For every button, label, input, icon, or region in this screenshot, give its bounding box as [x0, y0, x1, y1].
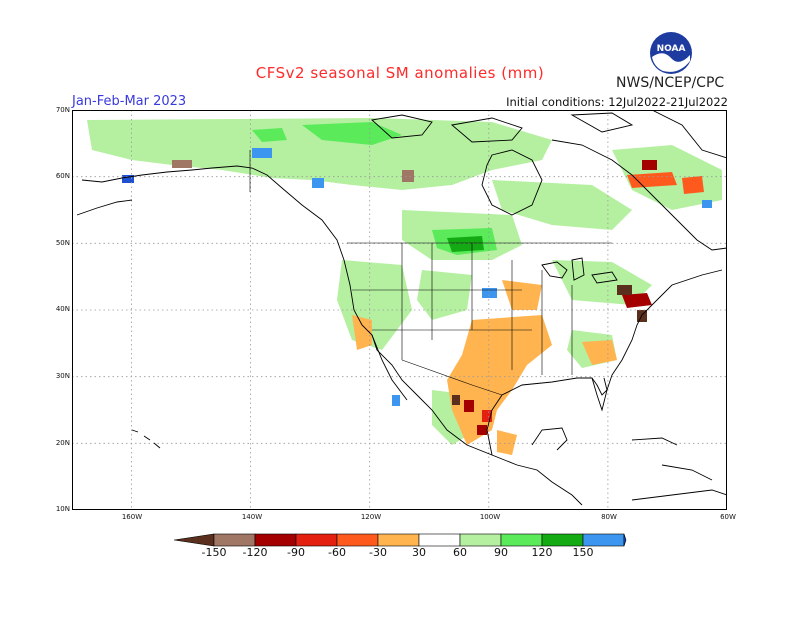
legend-arrow-left — [173, 533, 215, 547]
lat-label: 30N — [55, 372, 70, 380]
lat-label: 10N — [55, 505, 70, 513]
lon-label: 100W — [479, 513, 501, 521]
lat-label: 60N — [55, 172, 70, 180]
lon-label: 80W — [601, 513, 617, 521]
legend-swatch — [500, 533, 543, 547]
legend-swatch — [377, 533, 420, 547]
anomaly-map — [72, 110, 727, 510]
legend-label: 30 — [412, 546, 426, 559]
legend-label: -90 — [287, 546, 305, 559]
lat-label: 50N — [55, 239, 70, 247]
legend-swatch — [418, 533, 461, 547]
map-title: CFSv2 seasonal SM anomalies (mm) — [255, 64, 545, 82]
legend-label: 120 — [531, 546, 553, 559]
lon-label: 120W — [360, 513, 382, 521]
lon-label: 60W — [720, 513, 736, 521]
legend-swatch — [254, 533, 297, 547]
legend-swatch — [541, 533, 584, 547]
legend-swatch — [295, 533, 338, 547]
legend-label: -120 — [242, 546, 268, 559]
lat-label: 20N — [55, 439, 70, 447]
legend-label: 150 — [572, 546, 594, 559]
legend-arrow-right — [623, 533, 627, 547]
legend-label: -30 — [369, 546, 387, 559]
legend-swatch — [213, 533, 256, 547]
legend-label: 60 — [453, 546, 467, 559]
logo-text: NOAA — [657, 44, 686, 54]
boundaries — [249, 150, 612, 396]
lat-label: 40N — [55, 305, 70, 313]
lon-label: 140W — [241, 513, 263, 521]
anomaly-cells — [87, 118, 722, 455]
graticule — [72, 110, 727, 510]
agency-label: NWS/NCEP/CPC — [616, 75, 725, 91]
noaa-logo: NOAA — [649, 31, 693, 79]
legend-label: 90 — [494, 546, 508, 559]
colorbar-legend — [173, 533, 627, 547]
lon-label: 160W — [121, 513, 143, 521]
initial-conditions: Initial conditions: 12Jul2022-21Jul2022 — [506, 95, 728, 109]
legend-swatch — [336, 533, 379, 547]
lat-label: 70N — [55, 106, 70, 114]
legend-label: -60 — [328, 546, 346, 559]
legend-swatch — [459, 533, 502, 547]
legend-swatch — [582, 533, 625, 547]
coastlines — [76, 110, 727, 506]
legend-label: -150 — [201, 546, 227, 559]
forecast-period: Jan-Feb-Mar 2023 — [72, 94, 187, 109]
